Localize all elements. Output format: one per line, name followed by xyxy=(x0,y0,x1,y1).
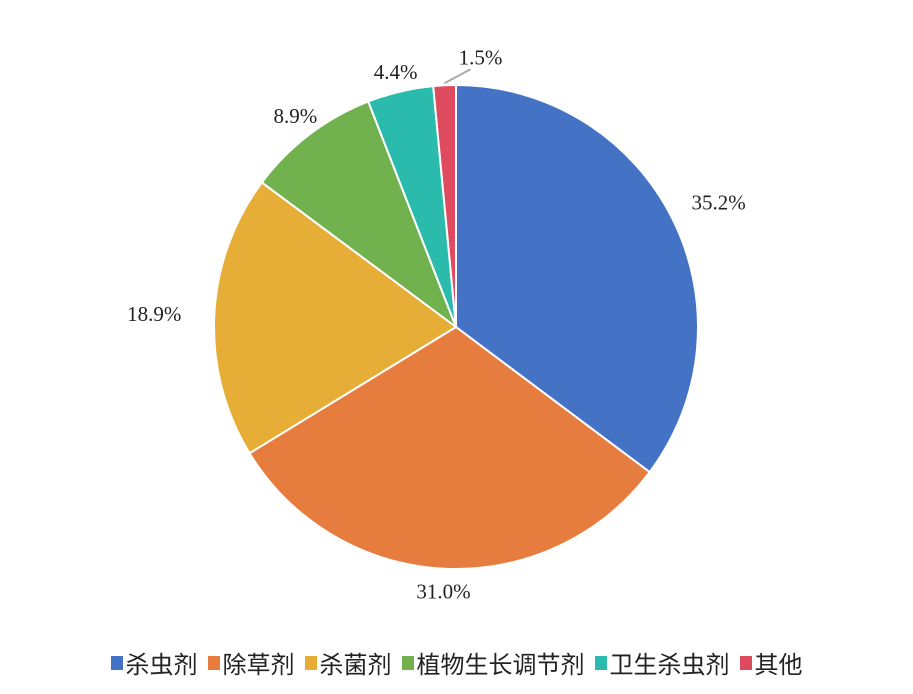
legend-label: 植物生长调节剂 xyxy=(416,651,585,679)
legend: 杀虫剂 除草剂 杀菌剂 植物生长调节剂 卫生杀虫剂 其他 xyxy=(0,645,913,680)
pie-slice xyxy=(248,325,652,570)
legend-swatch xyxy=(401,655,414,670)
data-label: 18.9% xyxy=(127,302,181,326)
legend-swatch xyxy=(594,655,607,670)
data-label: 35.2% xyxy=(692,191,746,215)
legend-item: 卫生杀虫剂 xyxy=(594,645,730,680)
legend-item: 杀菌剂 xyxy=(304,645,392,680)
pie-chart: 35.2% 31.0% 18.9% 8.9% 4.4% 1.5% xyxy=(127,45,746,604)
pie-slice xyxy=(260,100,459,330)
legend-label: 杀虫剂 xyxy=(125,651,198,679)
data-label: 8.9% xyxy=(274,104,318,128)
legend-swatch xyxy=(110,655,123,670)
legend-item: 植物生长调节剂 xyxy=(401,645,585,680)
legend-label: 卫生杀虫剂 xyxy=(609,651,730,679)
legend-swatch xyxy=(207,655,220,670)
legend-item: 其他 xyxy=(739,645,803,680)
legend-item: 杀虫剂 xyxy=(110,645,198,680)
legend-label: 其他 xyxy=(754,651,803,679)
legend-item: 除草剂 xyxy=(207,645,295,680)
legend-label: 杀菌剂 xyxy=(319,651,392,679)
pie-slice xyxy=(455,83,699,474)
legend-label: 除草剂 xyxy=(222,651,295,679)
pie-slice xyxy=(213,181,458,455)
data-label: 31.0% xyxy=(416,580,470,604)
legend-swatch xyxy=(304,655,317,670)
data-label: 1.5% xyxy=(459,45,503,69)
pie-slice xyxy=(432,83,457,328)
data-label: 4.4% xyxy=(374,60,418,84)
leader-line xyxy=(444,68,471,85)
legend-swatch xyxy=(739,655,752,670)
